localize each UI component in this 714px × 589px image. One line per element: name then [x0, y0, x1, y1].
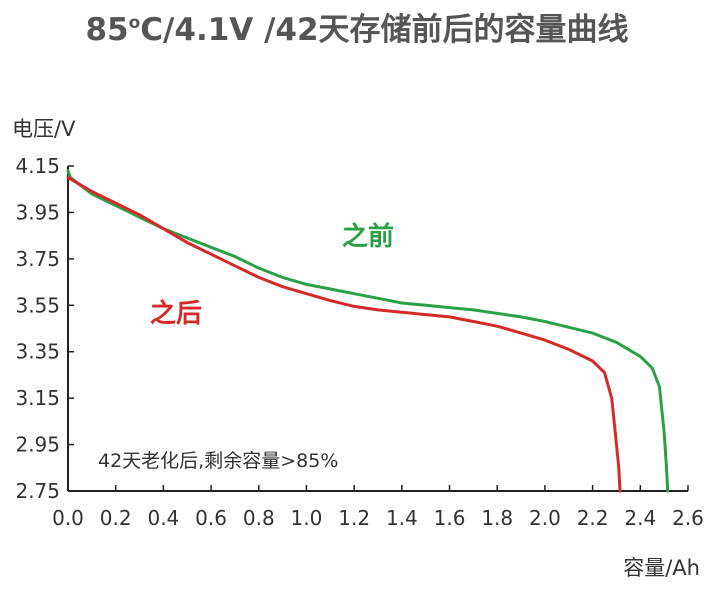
- annotation-note: 42天老化后,剩余容量>85%: [98, 450, 338, 472]
- series-label-after: 之后: [150, 298, 202, 329]
- x-axis-label: 容量/Ah: [623, 556, 700, 580]
- x-tick-label: 2.6: [672, 506, 704, 530]
- y-tick-label: 3.35: [15, 340, 60, 364]
- x-tick-label: 2.0: [529, 506, 561, 530]
- y-axis-label: 电压/V: [12, 117, 76, 141]
- x-tick-label: 1.2: [338, 506, 370, 530]
- series-line-1: [66, 176, 622, 493]
- title-degree: o: [128, 13, 141, 33]
- x-tick-label: 1.6: [434, 506, 466, 530]
- y-tick-label: 4.15: [15, 154, 60, 178]
- x-ticks: 0.0 0.2 0.4 0.6 0.8 1.0 1.2 1.4 1.6 1.8 2.0 2.2 2.4 2…: [52, 485, 704, 530]
- y-tick-label: 2.75: [15, 479, 60, 503]
- x-tick-label: 0.0: [52, 506, 84, 530]
- x-tick-label: 2.4: [624, 506, 656, 530]
- series-group: [66, 169, 670, 493]
- chart-title: 85oC/4.1V /42天存储前后的容量曲线: [0, 4, 714, 49]
- y-tick-label: 3.15: [15, 386, 60, 410]
- title-prefix: 85: [85, 12, 129, 48]
- y-tick-label: 3.75: [15, 247, 60, 271]
- series-label-before: 之前: [342, 221, 394, 252]
- x-tick-label: 1.8: [481, 506, 513, 530]
- x-tick-label: 0.2: [100, 506, 132, 530]
- x-tick-label: 1.4: [386, 506, 418, 530]
- x-tick-label: 2.2: [577, 506, 609, 530]
- x-tick-label: 0.8: [243, 506, 275, 530]
- y-ticks: 4.15 3.95 3.75 3.55 3.35 3.15 2.95 2.75: [15, 154, 74, 503]
- series-line-0: [66, 169, 670, 493]
- title-rest: C/4.1V /42天存储前后的容量曲线: [140, 12, 629, 48]
- y-tick-label: 3.95: [15, 200, 60, 224]
- x-tick-label: 1.0: [291, 506, 323, 530]
- axes: [67, 166, 688, 492]
- x-tick-label: 0.4: [147, 506, 179, 530]
- y-tick-label: 2.95: [15, 433, 60, 457]
- y-tick-label: 3.55: [15, 293, 60, 317]
- x-tick-label: 0.6: [195, 506, 227, 530]
